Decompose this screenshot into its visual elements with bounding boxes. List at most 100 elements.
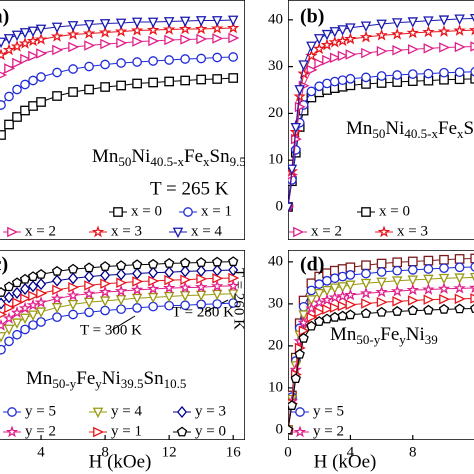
marker [7,226,19,238]
legend-label: x = 2 [311,223,342,239]
marker [306,41,317,53]
panel-label: (a) [0,6,9,28]
marker [34,296,48,308]
marker [290,133,302,145]
element: S [464,118,474,139]
marker [176,426,188,437]
marker [345,280,356,292]
marker [91,225,105,238]
marker [26,298,40,311]
marker [116,304,126,315]
subscript: 40.5-x [404,126,438,141]
marker [116,80,126,91]
marker [407,264,418,275]
marker [84,40,96,51]
y-tick-label: 40 [268,253,283,269]
panel-label: (c) [0,254,8,276]
marker [314,307,326,318]
marker [28,75,38,86]
marker [19,28,31,39]
marker [3,34,15,45]
marker [390,284,404,297]
marker [345,270,356,280]
marker [84,307,94,318]
marker [50,292,64,304]
marker [0,311,8,318]
legend-label: y = 4 [111,403,142,419]
x-tick-label: 16 [226,444,242,460]
marker [322,304,334,315]
legend-label: y = 2 [313,423,344,439]
marker [329,302,341,313]
marker [337,300,349,312]
marker [391,18,403,29]
marker [453,24,466,36]
marker [100,38,112,50]
marker [360,21,372,32]
marker [226,21,240,34]
legend-label: y = 2 [25,423,56,439]
marker [288,400,298,410]
marker [469,14,474,23]
marker [438,303,450,314]
marker [468,26,474,36]
x-tick-label: 8 [409,444,417,460]
marker [437,24,451,37]
marker [100,59,110,70]
legend-entry: x = 0 [357,203,410,219]
element: Fe [76,368,95,389]
marker [196,257,207,267]
marker [148,266,159,279]
marker [407,305,418,315]
legend-label: x = 0 [379,203,410,219]
marker [406,283,420,296]
marker [228,73,239,83]
marker [328,35,342,48]
marker [148,35,160,47]
legend-entry: y = 5 [291,403,344,419]
marker [470,262,474,272]
marker [423,274,434,286]
marker [5,425,19,438]
marker [66,27,80,40]
marker [19,282,31,296]
marker [34,32,48,45]
marker [361,47,373,59]
marker [376,258,387,269]
element: Ni [385,118,404,139]
marker [146,282,160,295]
marker [407,44,419,55]
marker [439,254,449,265]
marker [52,274,63,287]
subscript: 50-y [52,376,76,391]
marker [4,91,14,102]
element: Sn [210,146,231,167]
marker [114,284,128,297]
marker [83,20,95,31]
marker [345,23,356,34]
marker [164,266,175,279]
marker [131,293,143,305]
marker [306,312,318,323]
marker [407,17,419,28]
marker [180,274,192,285]
marker [132,78,142,89]
panel: Mn50Ni40.5-xFexS [288,0,474,240]
marker [148,275,160,287]
y-tick-label: 0 [276,421,284,437]
marker [194,22,208,35]
marker [321,285,333,297]
marker [345,49,357,60]
marker [162,281,176,294]
marker [290,123,302,134]
marker [322,54,334,66]
marker [0,287,7,297]
marker [10,306,24,319]
marker [84,270,95,283]
marker [19,273,31,284]
marker [423,255,434,266]
marker [454,303,465,314]
legend-label: x = 0 [131,203,162,219]
marker [172,227,184,239]
legend-entry: x = 4 [169,223,222,239]
